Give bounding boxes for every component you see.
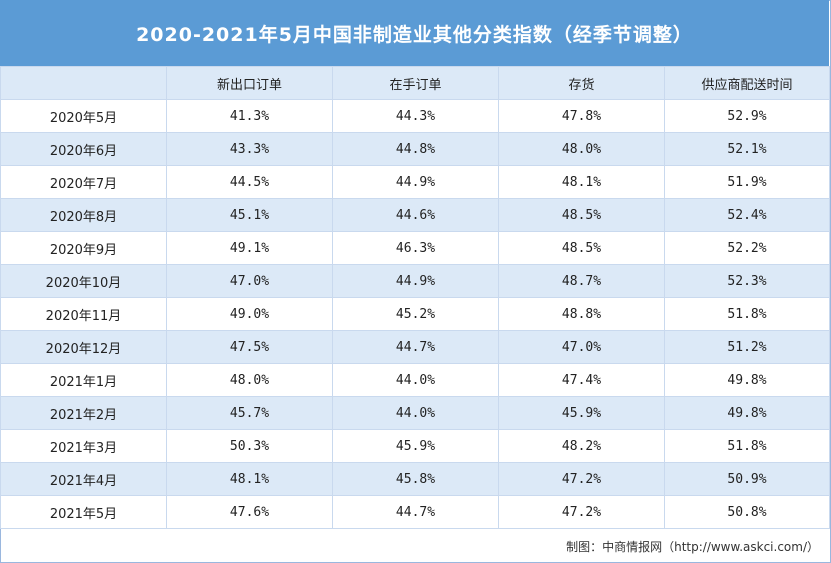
value-cell: 51.2% [664,330,830,364]
table-row: 2021年4月 48.1% 45.8% 47.2% 50.9% [0,462,830,496]
value-cell: 48.8% [498,297,665,331]
table-row: 2020年11月 49.0% 45.2% 48.8% 51.8% [0,297,830,331]
value-cell: 41.3% [166,99,333,133]
header-cell: 新出口订单 [166,66,333,100]
period-cell: 2021年5月 [0,495,167,529]
value-cell: 47.0% [498,330,665,364]
value-cell: 44.9% [332,165,499,199]
header-cell: 在手订单 [332,66,499,100]
value-cell: 51.8% [664,429,830,463]
value-cell: 44.8% [332,132,499,166]
value-cell: 47.0% [166,264,333,298]
value-cell: 45.8% [332,462,499,496]
value-cell: 44.6% [332,198,499,232]
value-cell: 48.1% [166,462,333,496]
value-cell: 44.9% [332,264,499,298]
value-cell: 49.0% [166,297,333,331]
table-row: 2020年5月 41.3% 44.3% 47.8% 52.9% [0,99,830,133]
period-cell: 2020年8月 [0,198,167,232]
period-cell: 2021年2月 [0,396,167,430]
value-cell: 52.3% [664,264,830,298]
value-cell: 44.3% [332,99,499,133]
value-cell: 47.6% [166,495,333,529]
chart-title: 2020-2021年5月中国非制造业其他分类指数（经季节调整） [0,0,829,66]
source-note: 制图：中商情报网（http://www.askci.com/） [566,540,819,554]
value-cell: 45.9% [498,396,665,430]
value-cell: 47.2% [498,495,665,529]
data-table: 新出口订单 在手订单 存货 供应商配送时间 2020年5月 41.3% 44.3% 4… [0,66,830,529]
value-cell: 45.9% [332,429,499,463]
value-cell: 48.7% [498,264,665,298]
table-row: 2020年8月 45.1% 44.6% 48.5% 52.4% [0,198,830,232]
value-cell: 49.1% [166,231,333,265]
value-cell: 46.3% [332,231,499,265]
table-row: 2020年9月 49.1% 46.3% 48.5% 52.2% [0,231,830,265]
value-cell: 50.8% [664,495,830,529]
value-cell: 48.0% [166,363,333,397]
table-row: 2021年3月 50.3% 45.9% 48.2% 51.8% [0,429,830,463]
value-cell: 44.7% [332,495,499,529]
value-cell: 47.2% [498,462,665,496]
value-cell: 43.3% [166,132,333,166]
value-cell: 51.9% [664,165,830,199]
value-cell: 49.8% [664,363,830,397]
table-row: 2020年6月 43.3% 44.8% 48.0% 52.1% [0,132,830,166]
table-row: 2021年2月 45.7% 44.0% 45.9% 49.8% [0,396,830,430]
value-cell: 49.8% [664,396,830,430]
period-cell: 2020年9月 [0,231,167,265]
period-cell: 2021年3月 [0,429,167,463]
value-cell: 45.7% [166,396,333,430]
value-cell: 51.8% [664,297,830,331]
value-cell: 47.8% [498,99,665,133]
period-cell: 2020年5月 [0,99,167,133]
period-cell: 2020年12月 [0,330,167,364]
value-cell: 45.2% [332,297,499,331]
value-cell: 48.2% [498,429,665,463]
value-cell: 50.3% [166,429,333,463]
value-cell: 44.0% [332,363,499,397]
value-cell: 52.4% [664,198,830,232]
period-cell: 2020年6月 [0,132,167,166]
header-cell: 存货 [498,66,665,100]
period-cell: 2020年7月 [0,165,167,199]
value-cell: 48.5% [498,198,665,232]
value-cell: 44.5% [166,165,333,199]
period-cell: 2020年10月 [0,264,167,298]
value-cell: 47.5% [166,330,333,364]
value-cell: 48.5% [498,231,665,265]
value-cell: 50.9% [664,462,830,496]
table-row: 2020年10月 47.0% 44.9% 48.7% 52.3% [0,264,830,298]
header-cell [0,66,167,100]
value-cell: 52.2% [664,231,830,265]
value-cell: 52.1% [664,132,830,166]
value-cell: 48.0% [498,132,665,166]
period-cell: 2021年4月 [0,462,167,496]
table-row: 2020年12月 47.5% 44.7% 47.0% 51.2% [0,330,830,364]
value-cell: 45.1% [166,198,333,232]
value-cell: 44.7% [332,330,499,364]
value-cell: 48.1% [498,165,665,199]
period-cell: 2021年1月 [0,363,167,397]
header-cell: 供应商配送时间 [664,66,830,100]
table-row: 2021年5月 47.6% 44.7% 47.2% 50.8% [0,495,830,529]
table-row: 2021年1月 48.0% 44.0% 47.4% 49.8% [0,363,830,397]
value-cell: 44.0% [332,396,499,430]
value-cell: 52.9% [664,99,830,133]
header-row: 新出口订单 在手订单 存货 供应商配送时间 [0,66,830,100]
table-row: 2020年7月 44.5% 44.9% 48.1% 51.9% [0,165,830,199]
period-cell: 2020年11月 [0,297,167,331]
value-cell: 47.4% [498,363,665,397]
